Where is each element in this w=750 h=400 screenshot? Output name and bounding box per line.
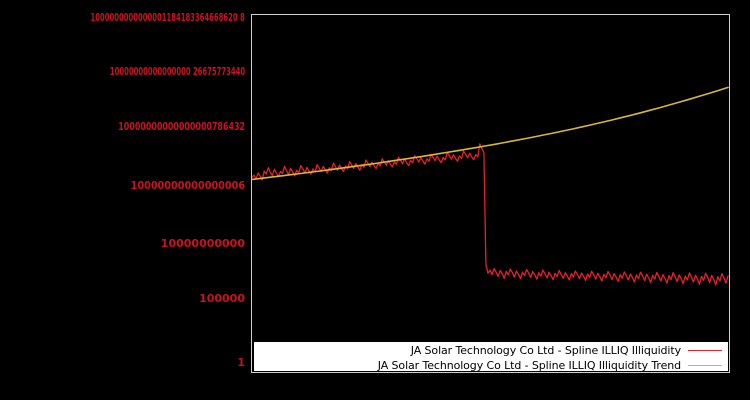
chart-legend: JA Solar Technology Co Ltd - Spline ILLI…: [253, 341, 729, 372]
y-tick-label-0: 1000000000000001184183364668620 8: [90, 11, 245, 24]
legend-swatch-trend: [688, 364, 722, 366]
plot-canvas: [252, 86, 729, 286]
y-tick-label-6: 1: [237, 356, 245, 369]
y-tick-label-3: 10000000000000006: [130, 179, 245, 192]
series-illiquidity-line: [252, 143, 729, 286]
legend-swatch-illiquidity: [688, 349, 722, 351]
legend-label-illiquidity: JA Solar Technology Co Ltd - Spline ILLI…: [410, 343, 681, 357]
y-axis-tick-labels: 1000000000000001184183364668620 8 100000…: [0, 0, 251, 400]
plot-area: [251, 14, 730, 373]
legend-label-trend: JA Solar Technology Co Ltd - Spline ILLI…: [377, 358, 681, 372]
y-tick-label-2: 10000000000000000786432: [118, 120, 245, 133]
y-tick-label-5: 100000: [199, 292, 245, 305]
legend-entry-illiquidity: JA Solar Technology Co Ltd - Spline ILLI…: [254, 343, 728, 357]
series-trend-line: [252, 86, 729, 181]
y-tick-label-1: 10000000000000000 26675773440: [109, 65, 245, 78]
y-tick-label-4: 10000000000: [160, 237, 245, 250]
legend-entry-trend: JA Solar Technology Co Ltd - Spline ILLI…: [254, 358, 728, 372]
